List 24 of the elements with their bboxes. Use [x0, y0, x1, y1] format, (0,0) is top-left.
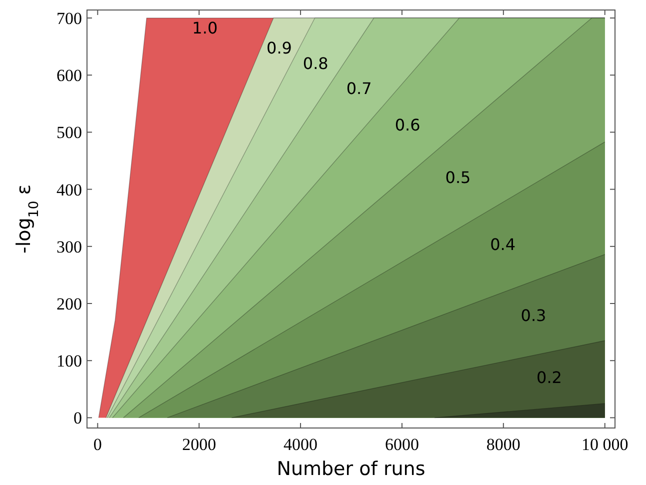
- x-tick-label: 8000: [486, 435, 520, 454]
- x-tick-label: 6000: [384, 435, 419, 454]
- x-tick-label: 10 000: [581, 435, 628, 454]
- y-tick-label: 500: [56, 123, 82, 142]
- y-tick-label: 300: [56, 237, 82, 256]
- series-label: 0.2: [536, 368, 562, 388]
- series-label: 0.6: [394, 115, 420, 134]
- y-tick-label: 400: [56, 180, 82, 200]
- series-label: 0.4: [490, 235, 516, 254]
- series-label: 0.3: [520, 306, 546, 326]
- y-tick-label: 700: [56, 8, 82, 28]
- series-label: 0.9: [266, 38, 292, 58]
- series-label: 0.7: [346, 78, 372, 98]
- series-label: 0.5: [445, 168, 471, 187]
- y-tick-label: 200: [56, 294, 82, 314]
- y-tick-label: 100: [56, 352, 82, 371]
- x-axis-title: Number of runs: [276, 458, 426, 480]
- series-label: 0.8: [302, 54, 328, 74]
- series-label: 1.0: [192, 18, 218, 38]
- y-tick-label: 600: [56, 66, 82, 86]
- x-tick-label: 0: [93, 435, 102, 454]
- y-tick-label: 0: [74, 408, 82, 428]
- x-tick-label: 4000: [284, 435, 318, 454]
- x-tick-label: 2000: [182, 435, 216, 454]
